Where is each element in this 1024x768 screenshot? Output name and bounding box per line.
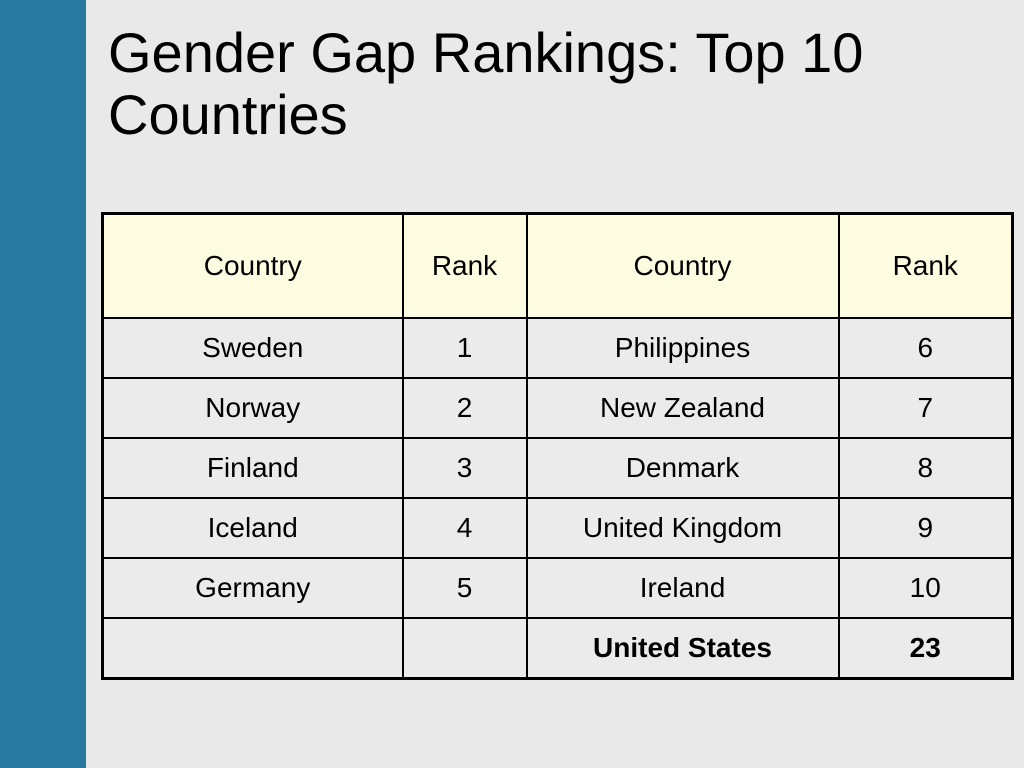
country-cell: Denmark	[525, 437, 840, 499]
country-cell	[101, 617, 404, 680]
rank-cell: 5	[401, 557, 528, 619]
rank-cell: 10	[837, 557, 1014, 619]
header-country-right: Country	[525, 212, 840, 319]
table-row: Finland 3 Denmark 8	[101, 437, 1014, 499]
country-cell: Iceland	[101, 497, 404, 559]
rank-cell: 7	[837, 377, 1014, 439]
country-cell: Germany	[101, 557, 404, 619]
rank-cell: 4	[401, 497, 528, 559]
table-row: Sweden 1 Philippines 6	[101, 317, 1014, 379]
side-accent-bar	[0, 0, 86, 768]
rank-cell: 8	[837, 437, 1014, 499]
country-cell: Finland	[101, 437, 404, 499]
rank-cell: 23	[837, 617, 1014, 680]
rankings-table: Country Rank Country Rank Sweden 1 Phili…	[101, 212, 1014, 680]
country-cell: United States	[525, 617, 840, 680]
header-rank-right: Rank	[837, 212, 1014, 319]
rank-cell: 2	[401, 377, 528, 439]
rank-cell: 6	[837, 317, 1014, 379]
header-country-left: Country	[101, 212, 404, 319]
table-header-row: Country Rank Country Rank	[101, 212, 1014, 319]
table-row: Iceland 4 United Kingdom 9	[101, 497, 1014, 559]
rank-cell: 3	[401, 437, 528, 499]
rank-cell: 9	[837, 497, 1014, 559]
rank-cell	[401, 617, 528, 680]
country-cell: Sweden	[101, 317, 404, 379]
table-row: Norway 2 New Zealand 7	[101, 377, 1014, 439]
header-rank-left: Rank	[401, 212, 528, 319]
country-cell: Philippines	[525, 317, 840, 379]
rank-cell: 1	[401, 317, 528, 379]
country-cell: New Zealand	[525, 377, 840, 439]
country-cell: Ireland	[525, 557, 840, 619]
table-row-highlight: United States 23	[101, 617, 1014, 680]
country-cell: United Kingdom	[525, 497, 840, 559]
slide-title: Gender Gap Rankings: Top 10 Countries	[108, 21, 864, 146]
country-cell: Norway	[101, 377, 404, 439]
table-row: Germany 5 Ireland 10	[101, 557, 1014, 619]
